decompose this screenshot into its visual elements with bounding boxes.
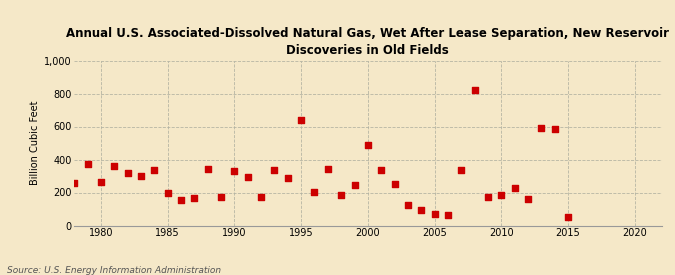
Point (256, 195, 267, 200)
Point (376, 168, 387, 172)
Point (269, 168, 280, 172)
Point (456, 168, 466, 172)
Point (122, 170, 133, 175)
Title: Annual U.S. Associated-Dissolved Natural Gas, Wet After Lease Separation, New Re: Annual U.S. Associated-Dissolved Natural… (66, 27, 670, 57)
Point (242, 175, 253, 179)
Point (522, 197, 533, 201)
Point (282, 176, 293, 181)
Point (149, 168, 160, 172)
Point (389, 182, 400, 186)
Point (483, 195, 493, 200)
Point (496, 193, 507, 197)
Point (109, 164, 119, 168)
Point (216, 194, 227, 199)
Point (335, 193, 346, 197)
Point (416, 208, 427, 212)
Point (349, 183, 360, 187)
Point (82, 162, 93, 167)
Point (402, 203, 413, 207)
Point (510, 185, 520, 190)
Point (429, 212, 440, 216)
Point (443, 213, 454, 217)
Point (162, 190, 173, 195)
Y-axis label: Billion Cubic Feet: Billion Cubic Feet (30, 101, 40, 185)
Point (362, 142, 373, 147)
Point (309, 189, 320, 194)
Text: Source: U.S. Energy Information Administration: Source: U.S. Energy Information Administ… (7, 266, 221, 275)
Point (323, 167, 333, 172)
Point (189, 196, 200, 200)
Point (69, 181, 80, 186)
Point (136, 174, 146, 178)
Point (229, 169, 240, 173)
Point (202, 167, 213, 172)
Point (469, 88, 480, 92)
Point (176, 198, 186, 202)
Point (536, 126, 547, 130)
Point (96, 180, 107, 184)
Point (563, 215, 574, 219)
Point (549, 127, 560, 131)
Point (296, 118, 306, 122)
